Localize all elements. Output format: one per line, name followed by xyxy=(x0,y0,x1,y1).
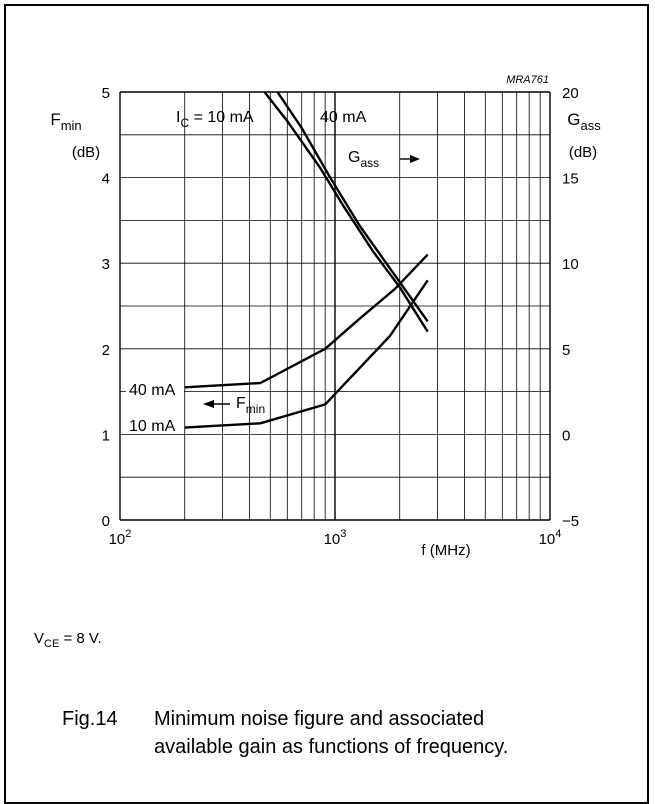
caption-line-1: Minimum noise figure and associated xyxy=(154,708,485,730)
figure-id: MRA761 xyxy=(506,74,549,86)
series-lines xyxy=(184,91,429,429)
grid xyxy=(119,91,551,521)
right-tick-label: 5 xyxy=(562,342,570,359)
fmin-annotation: Fmin xyxy=(236,395,265,416)
figure-caption: Fig.14 Minimum noise figure and associate… xyxy=(62,705,508,761)
gass-curve-40ma xyxy=(276,91,429,323)
left-tick-label: 3 xyxy=(102,256,110,273)
left-tick-label: 2 xyxy=(102,342,110,359)
left-tick-label: 4 xyxy=(102,171,110,188)
right-tick-label: −5 xyxy=(562,513,579,530)
right-tick-label: 0 xyxy=(562,427,570,444)
ic-annotation: IC = 10 mA xyxy=(176,109,254,130)
right-axis-title: Gass xyxy=(567,110,601,133)
right-axis-unit: (dB) xyxy=(569,144,597,161)
gass-annotation: Gass xyxy=(348,149,379,170)
label-10-mask xyxy=(126,416,184,434)
left-axis-unit: (dB) xyxy=(72,144,100,161)
right-tick-label: 10 xyxy=(562,256,579,273)
fmin-curve-10ma xyxy=(184,279,429,429)
right-tick-label: 20 xyxy=(562,85,579,102)
caption-number: Fig.14 xyxy=(62,708,118,730)
x-axis-label: f (MHz) xyxy=(421,542,470,559)
caption-line-2: available gain as functions of frequency… xyxy=(154,736,509,758)
gass-curve-10ma xyxy=(263,91,429,333)
noise-gain-chart: 0 1 2 3 4 5 −5 0 5 10 15 20 102 103 104 MRA761 Fmin (d… xyxy=(50,74,601,559)
right-tick-label: 15 xyxy=(562,171,579,188)
left-tick-label: 0 xyxy=(102,513,110,530)
fmin-arrow-icon xyxy=(203,400,230,408)
test-conditions: VCE = 8 V. xyxy=(34,630,102,650)
left-tick-label: 1 xyxy=(102,427,110,444)
tick-labels: 0 1 2 3 4 5 −5 0 5 10 15 20 102 103 104 xyxy=(102,85,579,548)
x-tick-label: 103 xyxy=(324,528,347,548)
label-40ma: 40 mA xyxy=(129,382,176,399)
gass-arrow-icon xyxy=(400,155,420,163)
left-axis-title: Fmin xyxy=(50,110,81,133)
x-tick-label: 104 xyxy=(539,528,562,548)
label-10ma: 10 mA xyxy=(129,418,176,435)
ic-40-annotation: 40 mA xyxy=(320,109,367,126)
left-tick-label: 5 xyxy=(102,85,110,102)
label-40-mask xyxy=(126,380,184,398)
x-tick-label: 102 xyxy=(109,528,132,548)
